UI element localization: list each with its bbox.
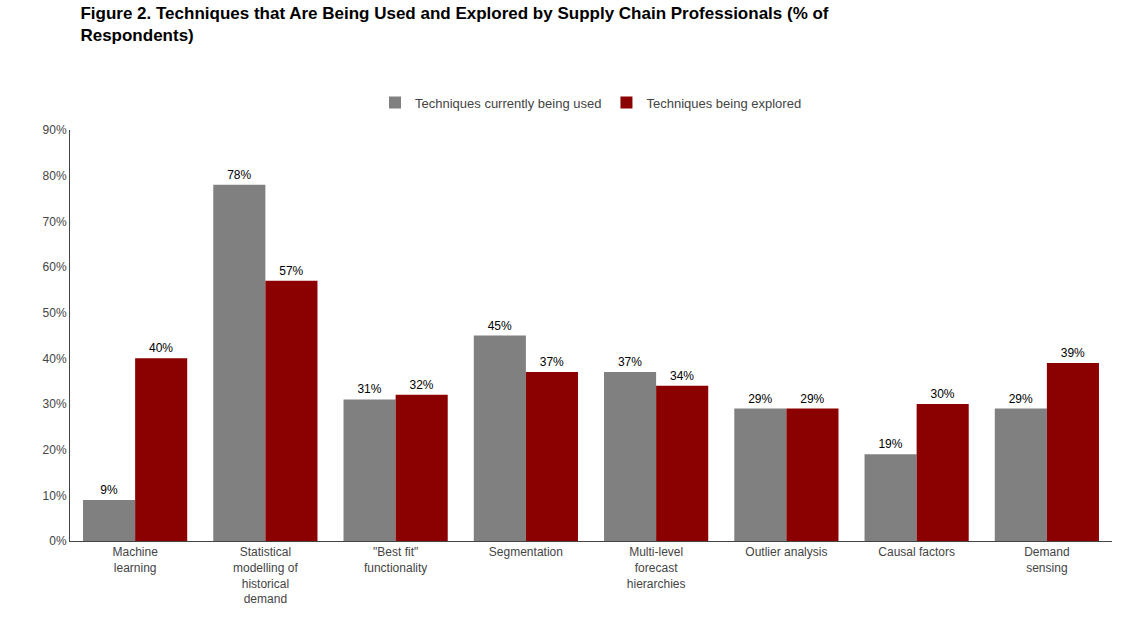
svg-text:39%: 39% bbox=[1061, 346, 1085, 360]
svg-text:45%: 45% bbox=[488, 319, 512, 333]
svg-text:Causal factors: Causal factors bbox=[878, 545, 955, 559]
svg-text:34%: 34% bbox=[670, 369, 694, 383]
svg-text:"Best fit"functionality: "Best fit"functionality bbox=[364, 545, 427, 575]
svg-text:Techniques currently being use: Techniques currently being used bbox=[415, 96, 601, 111]
svg-text:Figure 2. Techniques that Are: Figure 2. Techniques that Are Being Used… bbox=[80, 4, 828, 45]
svg-text:Statisticalmodelling ofhistori: Statisticalmodelling ofhistoricaldemand bbox=[233, 545, 298, 606]
svg-text:37%: 37% bbox=[618, 355, 642, 369]
svg-text:57%: 57% bbox=[279, 264, 303, 278]
svg-text:Techniques being explored: Techniques being explored bbox=[646, 96, 801, 111]
svg-text:10%: 10% bbox=[43, 489, 67, 503]
svg-text:37%: 37% bbox=[540, 355, 564, 369]
svg-text:9%: 9% bbox=[100, 483, 118, 497]
svg-text:20%: 20% bbox=[43, 443, 67, 457]
svg-text:Multi-levelforecasthierarchies: Multi-levelforecasthierarchies bbox=[627, 545, 686, 590]
svg-text:29%: 29% bbox=[800, 392, 824, 406]
svg-text:29%: 29% bbox=[748, 392, 772, 406]
svg-text:50%: 50% bbox=[43, 306, 67, 320]
svg-text:Machinelearning: Machinelearning bbox=[112, 545, 158, 575]
svg-text:90%: 90% bbox=[43, 123, 67, 137]
svg-text:40%: 40% bbox=[149, 341, 173, 355]
svg-text:80%: 80% bbox=[43, 169, 67, 183]
svg-text:19%: 19% bbox=[878, 437, 902, 451]
svg-text:29%: 29% bbox=[1009, 392, 1033, 406]
svg-text:Outlier analysis: Outlier analysis bbox=[745, 545, 827, 559]
svg-text:Demandsensing: Demandsensing bbox=[1024, 545, 1069, 575]
svg-text:32%: 32% bbox=[410, 378, 434, 392]
svg-text:60%: 60% bbox=[43, 260, 67, 274]
svg-text:30%: 30% bbox=[43, 397, 67, 411]
svg-text:78%: 78% bbox=[227, 168, 251, 182]
svg-text:31%: 31% bbox=[357, 382, 381, 396]
svg-text:30%: 30% bbox=[931, 387, 955, 401]
svg-text:Segmentation: Segmentation bbox=[489, 545, 563, 559]
svg-text:0%: 0% bbox=[49, 534, 67, 548]
svg-text:40%: 40% bbox=[43, 352, 67, 366]
svg-text:70%: 70% bbox=[43, 215, 67, 229]
